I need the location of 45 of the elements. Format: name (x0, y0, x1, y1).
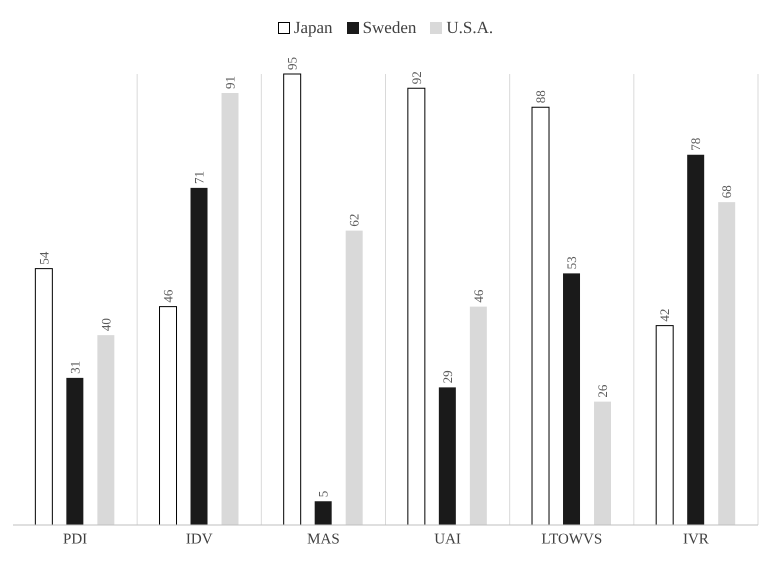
x-tick-label: UAI (434, 532, 461, 548)
bar (222, 92, 239, 525)
bar (407, 88, 426, 526)
data-label: 46 (470, 289, 486, 303)
bar (656, 325, 674, 526)
x-tick-label: IDV (186, 532, 213, 548)
bar (532, 106, 550, 526)
data-label: 29 (440, 370, 455, 384)
bar (66, 378, 84, 525)
data-label: 68 (719, 185, 734, 198)
data-label: 88 (533, 90, 548, 104)
bar (687, 154, 704, 525)
bar (190, 188, 208, 525)
x-tick-label: IVR (682, 532, 709, 548)
legend-label: Sweden (362, 18, 416, 38)
bar (563, 273, 580, 525)
bar (314, 501, 332, 525)
data-label: 91 (222, 76, 238, 89)
legend-label: Japan (292, 18, 333, 38)
data-label: 71 (192, 170, 207, 184)
x-tick-label: LTOWVS (541, 532, 602, 548)
bar (594, 402, 612, 525)
bar (438, 387, 456, 525)
data-label: 46 (160, 289, 176, 303)
x-tick-label: MAS (307, 532, 340, 548)
data-label: 62 (346, 214, 362, 227)
data-label: 5 (316, 490, 331, 498)
bar (34, 268, 53, 526)
data-label: 31 (67, 360, 82, 374)
bar (718, 202, 736, 525)
bar (346, 230, 363, 525)
data-label: 54 (36, 251, 52, 265)
data-label: 53 (564, 256, 580, 270)
x-tick-label: PDI (62, 532, 88, 548)
bar (283, 74, 302, 526)
data-label: 95 (284, 57, 300, 70)
data-label: 26 (595, 384, 610, 398)
data-label: 42 (657, 308, 672, 322)
data-label: 92 (408, 71, 424, 84)
data-label: 78 (688, 138, 704, 151)
bar (470, 306, 487, 525)
data-label: 40 (98, 318, 114, 332)
bar (97, 335, 114, 525)
bar (159, 306, 178, 526)
legend-label: U.S.A. (445, 18, 494, 38)
